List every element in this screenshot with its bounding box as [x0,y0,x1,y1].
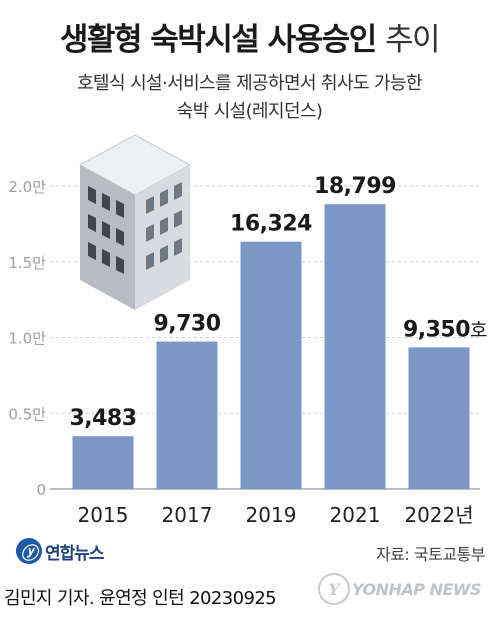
bar [72,436,134,489]
y-tick-label: 0.5만 [8,405,46,423]
bar [324,204,386,490]
value-label: 9,350호 [403,317,487,342]
x-tick-label: 2019 [246,503,297,527]
bars [72,204,470,490]
y-tick-label: 1.5만 [8,254,46,272]
value-label: 16,324 [230,212,312,237]
value-label: 18,799 [314,174,396,199]
bar [408,347,470,489]
source-note: 자료: 국토교통부 [375,545,486,564]
title-light: 추이 [385,22,441,58]
x-tick-label: 2017 [162,503,213,527]
chart-title: 생활형 숙박시설 사용승인 추이 [0,14,499,59]
byline: 김민지 기자. 윤연정 인턴 20230925 [4,588,277,609]
x-tick-label: 2015 [78,503,129,527]
watermark-text: YONHAP NEWS [352,579,482,599]
x-tick-label: 2022년 [404,503,473,527]
value-label: 3,483 [69,406,136,431]
y-tick-label: 1.0만 [8,330,46,348]
watermark: Y YONHAP NEWS [318,573,482,605]
y-tick-labels: 0 0.5만 1.0만 1.5만 2.0만 [8,178,46,499]
x-tick-label: 2021 [330,503,381,527]
bar [240,241,302,489]
x-tick-labels: 2015 2017 2019 2021 2022년 [78,503,474,527]
y-tick-label: 0 [36,481,46,499]
bar [156,341,218,489]
building-icon [78,134,192,310]
subtitle-line-2: 숙박 시설(레지던스) [176,101,323,122]
yonhap-logo-icon: ⓨ [16,538,42,564]
y-tick-label: 2.0만 [8,178,46,196]
subtitle-line-1: 호텔식 시설·서비스를 제공하면서 취사도 가능한 [77,73,422,94]
chart-subtitle: 호텔식 시설·서비스를 제공하면서 취사도 가능한 숙박 시설(레지던스) [0,70,499,126]
yonhap-logo: ⓨ 연합뉴스 [16,538,105,564]
value-label: 9,730 [153,312,220,337]
watermark-icon: Y [318,573,350,605]
logo-text: 연합뉴스 [45,543,105,564]
title-bold: 생활형 숙박시설 사용승인 [59,22,377,58]
